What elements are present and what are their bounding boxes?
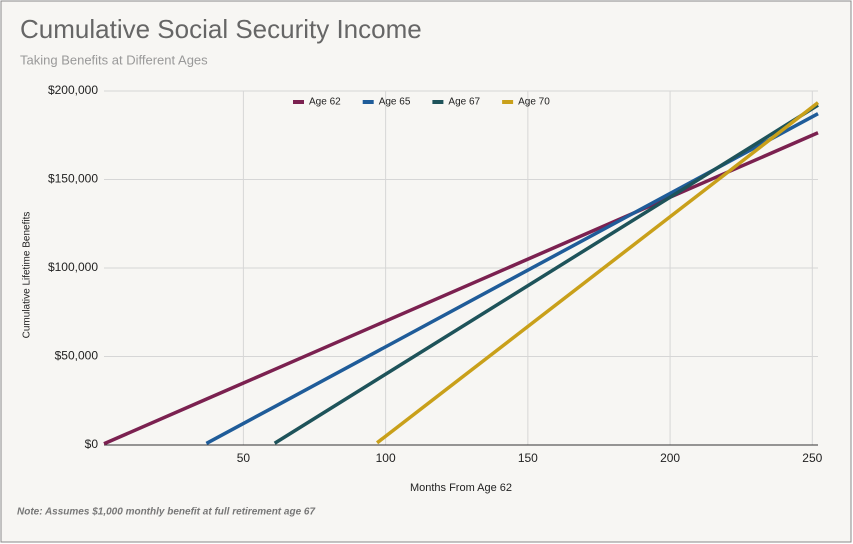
note: Note: Assumes $1,000 monthly benefit at … bbox=[17, 507, 315, 518]
x-axis-label: Months From Age 62 bbox=[410, 482, 512, 494]
series-line bbox=[376, 101, 820, 445]
y-tick-label: $200,000 bbox=[48, 83, 98, 97]
chart-title: Cumulative Social Security Income bbox=[20, 14, 422, 44]
y-tick-label: $150,000 bbox=[48, 172, 98, 186]
y-tick-label: $100,000 bbox=[48, 260, 98, 274]
x-tick-label: 200 bbox=[660, 451, 680, 465]
legend-label: Age 62 bbox=[309, 97, 341, 108]
chart-subtitle: Taking Benefits at Different Ages bbox=[20, 52, 208, 67]
x-tick-label: 250 bbox=[802, 451, 822, 465]
legend-label: Age 65 bbox=[379, 97, 411, 108]
legend-label: Age 67 bbox=[448, 97, 480, 108]
legend-label: Age 70 bbox=[518, 97, 550, 108]
series-line bbox=[273, 103, 819, 445]
x-tick-label: 50 bbox=[237, 451, 251, 465]
y-tick-label: $50,000 bbox=[55, 349, 99, 363]
x-tick-label: 150 bbox=[518, 451, 538, 465]
x-tick-label: 100 bbox=[376, 451, 396, 465]
y-axis-label: Cumulative Lifetime Benefits bbox=[22, 212, 33, 339]
series-line bbox=[103, 131, 819, 446]
y-tick-label: $0 bbox=[85, 437, 99, 451]
series-line bbox=[205, 112, 819, 446]
